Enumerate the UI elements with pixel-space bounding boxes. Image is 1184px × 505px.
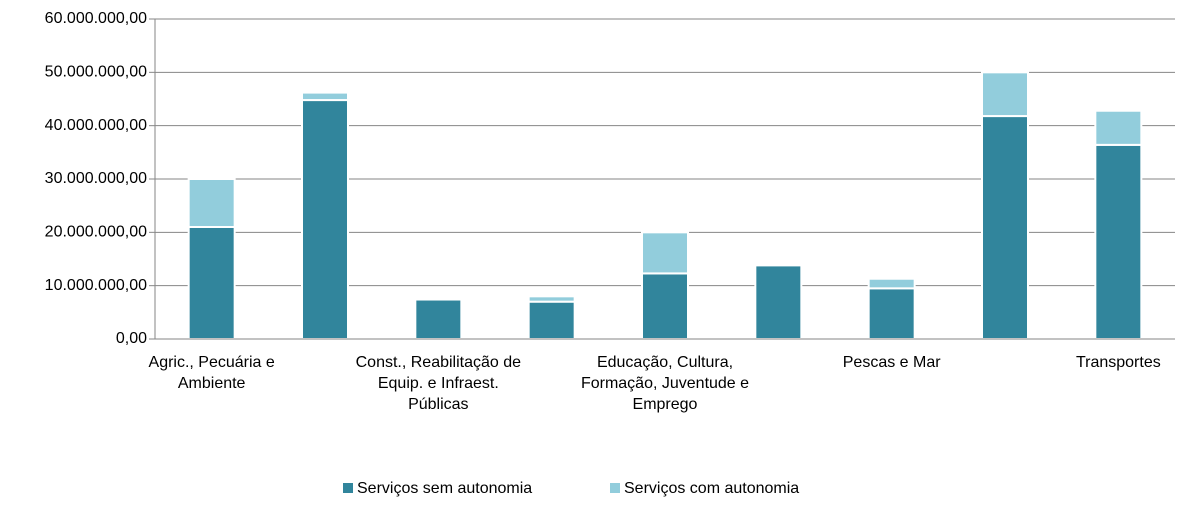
bar-segment xyxy=(981,115,1029,340)
x-tick-label: Educação, Cultura, Formação, Juventude e… xyxy=(580,354,750,413)
x-tick-label: Const., Reabilitação de Equip. e Infraes… xyxy=(355,354,522,413)
bar-segment xyxy=(301,91,349,102)
y-tick-label: 30.000.000,00 xyxy=(45,170,147,187)
bar-segment xyxy=(867,287,916,341)
bar-segment xyxy=(1094,143,1143,340)
y-tick-label: 50.000.000,00 xyxy=(45,64,147,81)
legend-label: Serviços com autonomia xyxy=(624,480,799,497)
y-tick-label: 20.000.000,00 xyxy=(45,224,147,241)
bar-segment xyxy=(187,226,236,340)
bar-segment xyxy=(641,272,689,340)
bar-segment xyxy=(981,71,1029,118)
bar-segment xyxy=(187,178,236,228)
legend-swatch xyxy=(610,483,620,493)
y-tick-label: 60.000.000,00 xyxy=(45,10,147,27)
bar-segment xyxy=(527,295,576,303)
y-tick-label: 0,00 xyxy=(116,330,147,347)
x-tick-label: Agric., Pecuária e Ambiente xyxy=(148,354,275,392)
bar-segment xyxy=(527,300,576,340)
bar-segment xyxy=(1094,109,1143,146)
bar-segment xyxy=(301,99,349,340)
x-tick-label: Transportes xyxy=(1075,354,1161,371)
bar-segment xyxy=(754,264,803,340)
legend-label: Serviços sem autonomia xyxy=(357,480,532,497)
legend-swatch xyxy=(343,483,353,493)
bar-segment xyxy=(414,298,463,340)
x-tick-label: Pescas e Mar xyxy=(842,354,941,371)
y-tick-label: 40.000.000,00 xyxy=(45,117,147,134)
bar-segment xyxy=(867,277,916,290)
y-tick-label: 10.000.000,00 xyxy=(45,277,147,294)
bar-segment xyxy=(641,231,689,275)
